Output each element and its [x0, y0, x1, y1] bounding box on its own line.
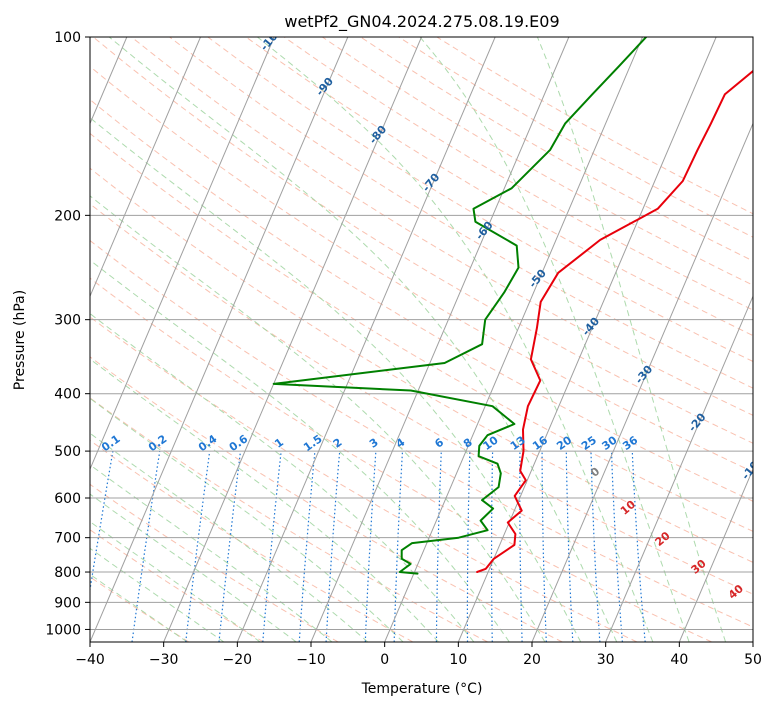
dewpoint-trace	[272, 37, 648, 575]
plot-area: 0.1 0.2 0.4 0.6 1 1.5 2 3 4 6 8 10 13 16 20 25 30 36-100-…	[90, 37, 753, 642]
y-tick-label: 900	[54, 595, 81, 611]
dry-adiabat	[90, 239, 753, 628]
isotherm-line	[678, 467, 753, 642]
dry-adiabat	[90, 203, 753, 595]
y-tick-label: 200	[54, 208, 81, 224]
chart-title: wetPf2_GN04.2024.275.08.19.E09	[284, 12, 559, 32]
isotherm-line	[163, 37, 422, 642]
dry-adiabat	[92, 37, 753, 444]
dry-adiabat	[169, 37, 753, 389]
y-tick-label: 800	[54, 565, 81, 581]
moist-adiabat	[90, 397, 404, 642]
x-tick-label: 30	[597, 652, 615, 668]
mixing-ratio-line	[298, 451, 316, 642]
mixing-ratio-line	[90, 450, 114, 594]
mixing-ratio-line	[218, 451, 242, 642]
dry-adiabat	[90, 98, 753, 502]
mixing-ratio-line	[262, 451, 282, 642]
moist-adiabat	[90, 259, 510, 642]
temperature-trace	[476, 69, 753, 573]
isotherm-line	[90, 37, 349, 642]
x-tick-label: −20	[223, 652, 253, 668]
x-tick-label: 40	[670, 652, 688, 668]
y-tick-label: 700	[54, 531, 81, 547]
x-tick-label: −30	[149, 652, 179, 668]
isotherm-line	[531, 122, 753, 642]
isotherm-line	[236, 37, 496, 642]
dry-adiabat	[90, 356, 563, 642]
isotherm-line	[752, 640, 753, 642]
moist-adiabat	[108, 37, 618, 642]
x-tick-label: 50	[744, 652, 762, 668]
isotherm-line	[457, 37, 717, 642]
isotherm-line	[310, 37, 570, 642]
moist-adiabat	[90, 117, 582, 642]
x-tick-label: −40	[75, 652, 105, 668]
sounding-traces	[272, 37, 753, 575]
dry-adiabat	[90, 277, 712, 642]
x-axis-title: Temperature (°C)	[361, 681, 483, 697]
y-axis-title: Pressure (hPa)	[12, 290, 28, 390]
mixing-ratio-line	[631, 451, 646, 642]
moist-adiabat	[90, 432, 369, 642]
isotherm-line	[90, 37, 275, 471]
y-tick-label: 300	[54, 313, 81, 329]
y-tick-label: 500	[54, 444, 81, 460]
dry-adiabat	[90, 483, 339, 642]
y-tick-label: 400	[54, 387, 81, 403]
dry-adiabat	[90, 132, 753, 532]
dry-adiabat	[245, 37, 753, 337]
x-axis: −40 −30 −20 −10 0 10 20 30 40 50	[75, 642, 762, 668]
y-axis: 100 200 300 400 500 600 700 800 900 1000	[45, 30, 90, 638]
mixing-ratio-line	[185, 451, 211, 642]
isotherm-line	[90, 37, 201, 298]
plot-frame	[89, 36, 754, 643]
y-tick-label: 600	[54, 491, 81, 507]
dry-adiabat	[90, 316, 638, 642]
dry-adiabat	[283, 37, 753, 311]
isotherms	[90, 37, 753, 642]
y-tick-label: 1000	[45, 622, 81, 638]
isotherm-line	[605, 295, 753, 642]
x-tick-label: −10	[296, 652, 326, 668]
x-tick-label: 10	[449, 652, 467, 668]
y-tick-label: 100	[54, 30, 81, 46]
dry-adiabat	[90, 529, 264, 642]
x-tick-label: 0	[380, 652, 389, 668]
isobar-gridlines	[90, 37, 753, 630]
dry-adiabat	[131, 37, 753, 416]
x-tick-label: 20	[523, 652, 541, 668]
